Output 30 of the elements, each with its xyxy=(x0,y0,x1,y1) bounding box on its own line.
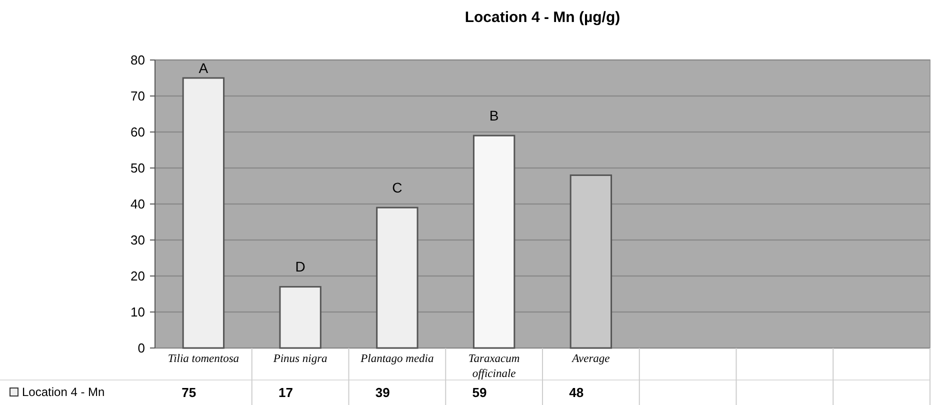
y-tick-label: 30 xyxy=(130,232,145,248)
data-label: 39 xyxy=(375,385,390,400)
x-tick-label: Average xyxy=(571,353,610,365)
y-tick-label: 60 xyxy=(130,124,145,140)
data-label: 75 xyxy=(182,385,196,400)
bar xyxy=(279,286,322,349)
legend-label: Location 4 - Mn xyxy=(22,385,105,399)
annotation: B xyxy=(489,108,499,124)
x-tick-label: Taraxacum officinale xyxy=(468,353,520,380)
bar xyxy=(570,174,612,349)
x-tick-label: Plantago media xyxy=(360,353,434,365)
x-tick-label: Pinus nigra xyxy=(272,353,328,365)
bar xyxy=(376,206,418,349)
annotation: C xyxy=(392,180,402,196)
y-tick-label: 80 xyxy=(130,52,145,68)
y-tick-label: 0 xyxy=(138,340,145,356)
data-label: 48 xyxy=(569,385,584,400)
bar xyxy=(182,77,225,349)
data-label: 17 xyxy=(278,385,294,400)
x-tick-label: Tilia tomentosa xyxy=(168,353,240,365)
bar xyxy=(472,134,516,349)
data-label: 59 xyxy=(472,385,487,400)
annotation: A xyxy=(198,60,209,76)
y-tick-label: 20 xyxy=(130,268,145,284)
y-tick-label: 10 xyxy=(130,304,145,320)
annotation: D xyxy=(295,258,306,275)
y-tick-label: 40 xyxy=(130,196,145,212)
y-tick-label: 50 xyxy=(130,160,145,176)
chart-title: Location 4 - Mn (µg/g) xyxy=(464,9,620,26)
y-tick-label: 70 xyxy=(130,88,145,104)
